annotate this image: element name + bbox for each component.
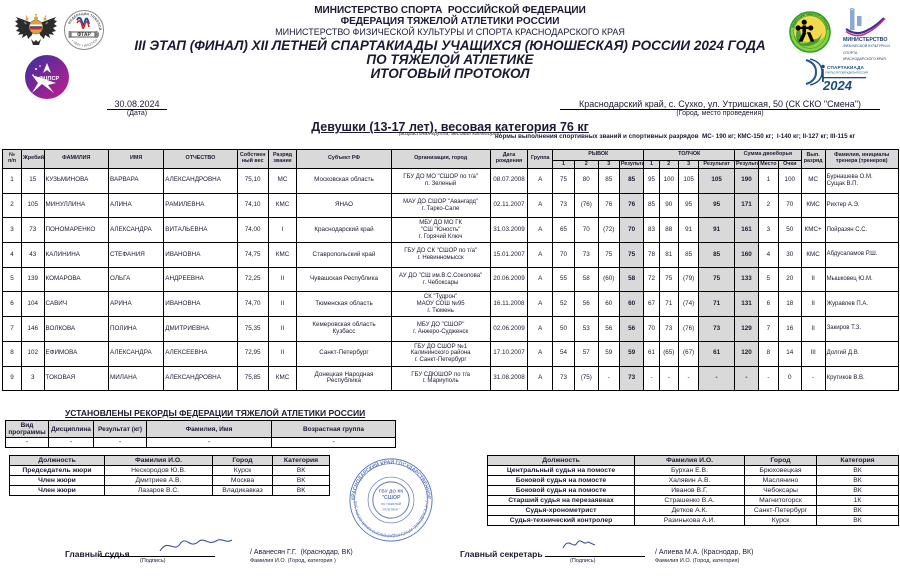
svg-text:СПАРТАКИАДА: СПАРТАКИАДА	[827, 65, 865, 70]
svg-text:2024: 2024	[822, 78, 853, 92]
svg-text:ГБУ ДО КК: ГБУ ДО КК	[379, 488, 404, 494]
svg-text:УЧИТЬСЯ ПОБЕЖДАТЬ•РОССИЯ: УЧИТЬСЯ ПОБЕЖДАТЬ•РОССИЯ	[825, 71, 868, 75]
svg-text:атлетике": атлетике"	[383, 508, 401, 512]
svg-text:по тяжелой: по тяжелой	[381, 502, 401, 506]
svg-text:"СШОР: "СШОР	[382, 495, 401, 501]
